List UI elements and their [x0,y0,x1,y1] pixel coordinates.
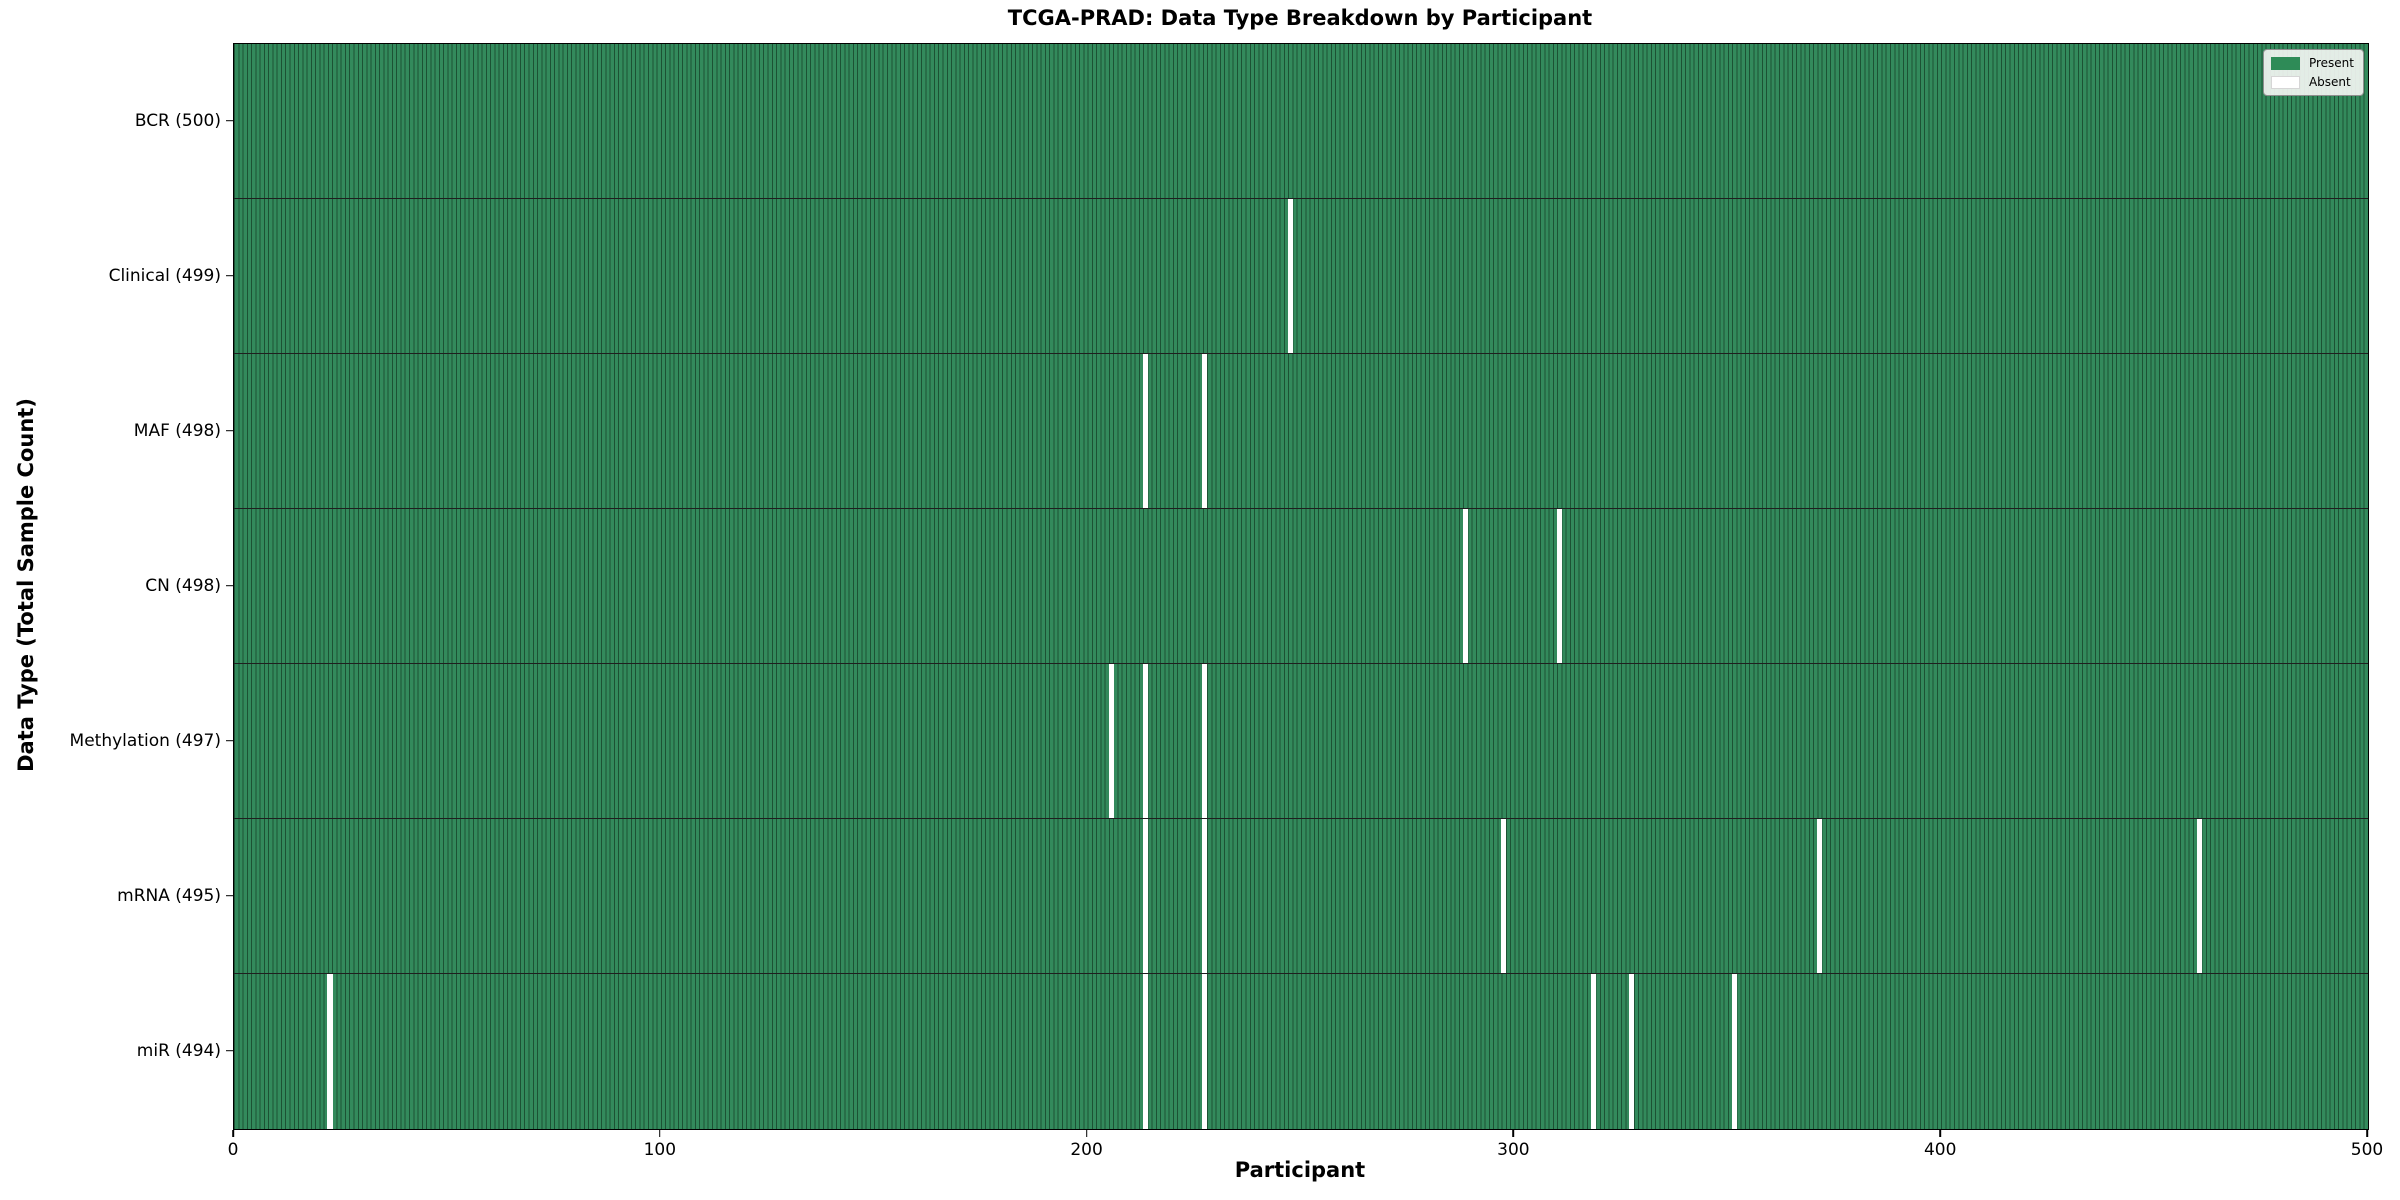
plot-area: Present Absent [233,43,2369,1130]
absent-cell-cn-288 [1462,509,1468,663]
absent-cell-methylation-227 [1202,664,1208,818]
y-tick-mark [226,274,233,277]
x-tick-mark [2366,1129,2368,1137]
x-tick-mark [1512,1129,1515,1137]
y-tick-label-cn: CN (498) [145,575,221,596]
y-tick-mark [226,119,233,122]
y-tick-mark [226,739,233,742]
y-tick-mark [226,429,233,432]
absent-cell-methylation-205 [1108,664,1114,818]
x-tick-mark [232,1129,234,1137]
legend-label-absent: Absent [2308,75,2351,89]
x-tick-mark [1939,1129,1941,1137]
heatmap-row-maf [234,354,2368,509]
y-tick-label-methylation: Methylation (497) [69,730,221,751]
y-tick-mark [226,894,233,897]
y-tick-mark [226,1049,233,1052]
absent-cell-maf-227 [1202,354,1208,508]
legend-label-present: Present [2308,56,2354,70]
absent-cell-mrna-227 [1202,819,1208,973]
absent-cell-mir-22 [327,974,333,1129]
absent-cell-methylation-213 [1142,664,1148,818]
x-tick-label-200: 200 [1070,1140,1103,1160]
absent-cell-mrna-371 [1817,819,1823,973]
x-tick-label-100: 100 [643,1140,677,1160]
absent-cell-mir-227 [1202,974,1208,1129]
y-tick-label-mir: miR (494) [136,1040,221,1061]
y-tick-label-mrna: mRNA (495) [117,885,221,906]
y-tick-mark [226,584,233,587]
x-tick-label-300: 300 [1497,1140,1530,1160]
heatmap-row-methylation [234,664,2368,819]
x-tick-label-400: 400 [1923,1140,1957,1160]
y-tick-label-maf: MAF (498) [133,420,221,441]
heatmap-row-cn [234,509,2368,664]
absent-cell-cn-310 [1556,509,1562,663]
heatmap-row-clinical [234,199,2368,354]
absent-cell-mrna-297 [1501,819,1507,973]
legend-swatch-absent [2270,75,2300,89]
legend-entry-present: Present [2270,56,2354,70]
legend-swatch-present [2270,56,2300,70]
absent-cell-mir-351 [1731,974,1737,1129]
heatmap-rows [234,44,2368,1129]
heatmap-row-mir [234,974,2368,1129]
x-tick-mark [1085,1129,1088,1137]
x-tick-label-0: 0 [227,1140,239,1160]
chart-title: TCGA-PRAD: Data Type Breakdown by Partic… [1007,6,1593,30]
absent-cell-maf-213 [1142,354,1148,508]
absent-cell-mrna-460 [2196,819,2202,973]
x-axis-title: Participant [1234,1158,1366,1182]
y-tick-label-clinical: Clinical (499) [108,265,221,286]
absent-cell-clinical-247 [1287,199,1293,353]
absent-cell-mir-318 [1590,974,1596,1129]
legend: Present Absent [2262,49,2364,96]
absent-cell-mrna-213 [1142,819,1148,973]
heatmap-row-mrna [234,819,2368,974]
x-tick-label-500: 500 [2350,1140,2384,1160]
heatmap-row-bcr [234,44,2368,199]
x-tick-mark [659,1129,661,1137]
y-tick-label-bcr: BCR (500) [134,110,221,131]
absent-cell-mir-327 [1629,974,1635,1129]
legend-entry-absent: Absent [2270,75,2354,89]
absent-cell-mir-213 [1142,974,1148,1129]
